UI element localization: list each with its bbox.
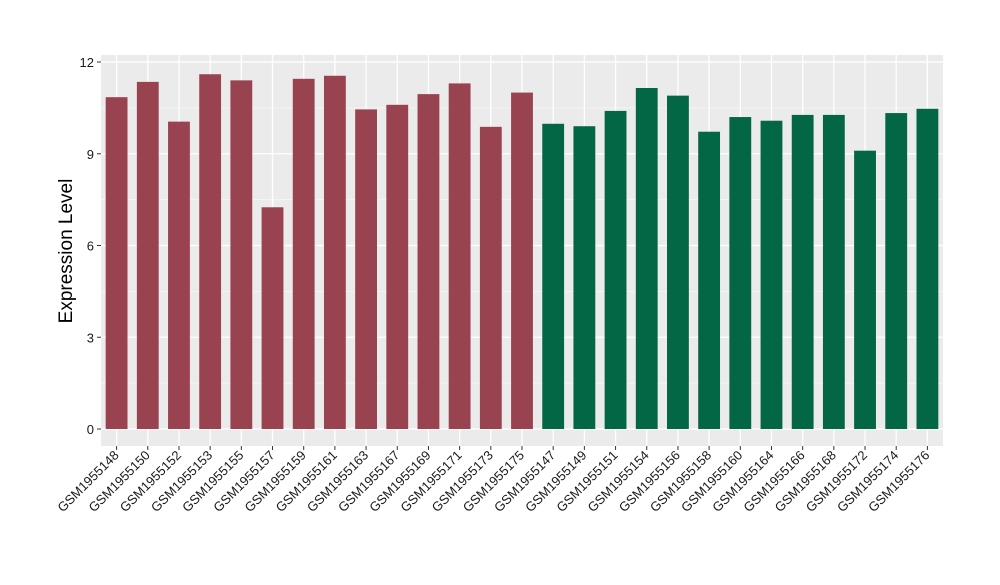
y-tick-label: 0	[87, 422, 94, 437]
y-tick-label: 3	[87, 330, 94, 345]
bar	[199, 74, 222, 429]
y-tick-label: 12	[80, 55, 94, 70]
bar	[355, 109, 377, 429]
bar	[573, 126, 596, 429]
bar	[323, 75, 346, 429]
bar	[885, 113, 908, 430]
bar	[261, 207, 284, 429]
bar	[916, 108, 939, 429]
y-tick-label: 9	[87, 147, 94, 162]
y-axis: 0 3 6 9 12	[80, 55, 101, 437]
bar	[417, 94, 440, 430]
bar	[386, 104, 409, 430]
bar	[667, 95, 689, 430]
x-axis: GSM1955148GSM1955150GSM1955152GSM1955153…	[54, 446, 933, 515]
bar-layer	[105, 74, 939, 430]
bar	[729, 117, 752, 430]
y-tick-label: 6	[87, 239, 94, 254]
bar	[854, 150, 876, 430]
bar	[760, 120, 783, 429]
bar	[604, 110, 627, 429]
bar	[168, 121, 190, 429]
bar	[292, 78, 315, 429]
bar	[698, 131, 721, 430]
bar	[136, 81, 159, 430]
bar	[448, 83, 471, 430]
bar	[105, 97, 128, 429]
bar	[511, 92, 533, 429]
bar	[635, 87, 658, 429]
bar	[822, 114, 845, 429]
y-axis-title: Expression Level	[56, 179, 77, 324]
bar	[791, 114, 814, 429]
bar	[230, 80, 253, 429]
bar	[479, 126, 502, 429]
bar	[542, 123, 565, 430]
